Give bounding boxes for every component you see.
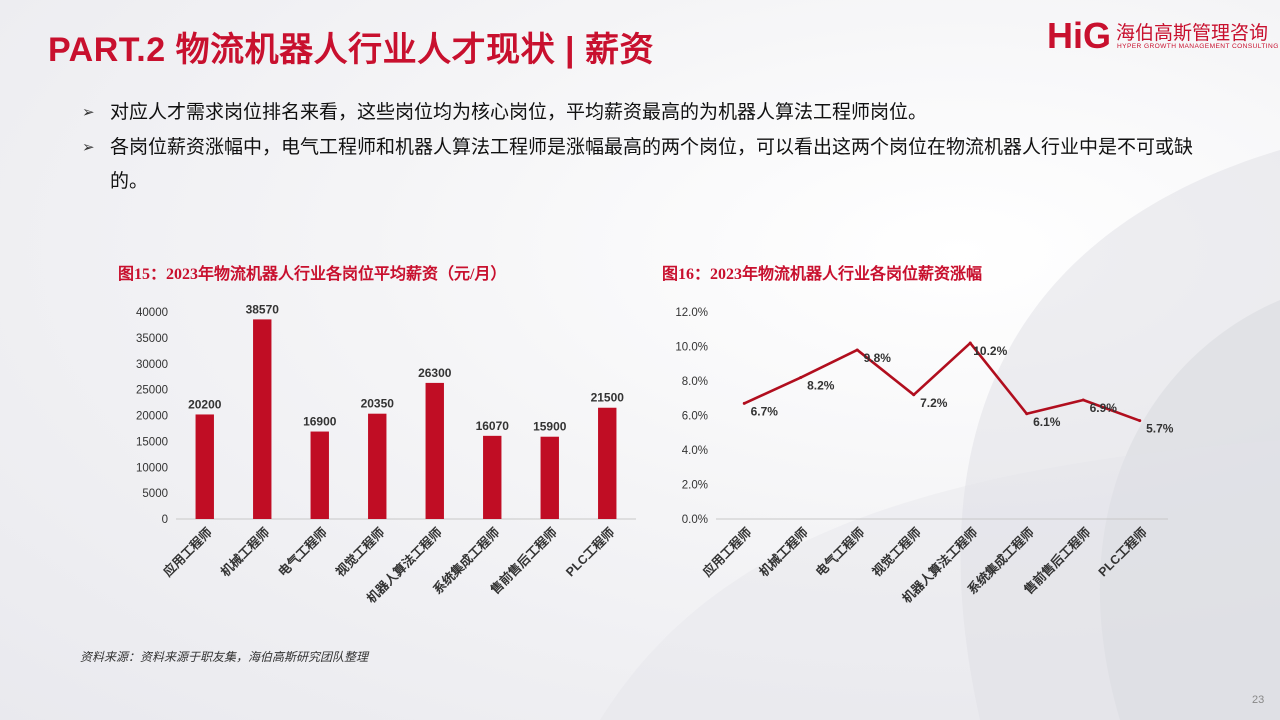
point-value-label: 6.7% [751,404,779,418]
line-chart-title: 图16：2023年物流机器人行业各岗位薪资涨幅 [662,266,983,283]
x-category-label: 机械工程师 [756,524,811,579]
x-category-label: 电气工程师 [813,524,868,579]
page-number: 23 [1252,694,1265,706]
point-value-label: 10.2% [973,344,1007,358]
bar-value-label: 20350 [361,397,395,411]
salary-growth-line-chart: 0.0% 2.0% 4.0% 6.0% 8.0% 10.0% 12.0% 应用工程师 机械工程师… [675,307,1174,606]
svg-text:HiG: HiG [1047,15,1111,56]
arrow-bullet-icon: ➢ [82,104,95,121]
bullet-list: ➢ 对应人才需求岗位排名来看，这些岗位均为核心岗位，平均薪资最高的为机器人算法工… [82,96,1212,200]
y-tick-label: 20000 [136,411,168,423]
point-value-label: 8.2% [807,379,835,393]
y-tick-label: 8.0% [682,376,708,388]
data-point [855,348,859,352]
x-category-label: 视觉工程师 [333,524,388,579]
x-category-label: 电气工程师 [275,524,330,579]
data-point [799,376,803,380]
logo-company-name: 海伯高斯管理咨询 [1116,23,1269,44]
bar [483,435,502,519]
source-note: 资料来源：资料来源于职友集，海伯高斯研究团队整理 [80,650,369,664]
y-tick-label: 12.0% [675,307,708,319]
point-value-label: 6.9% [1090,401,1118,415]
bar-value-label: 16070 [476,419,510,433]
x-category-label: PLC工程师 [563,524,618,579]
page-title: PART.2 物流机器人行业人才现状 | 薪资 [48,31,654,69]
bar [195,414,214,519]
salary-bar-chart: 0 5000 10000 15000 20000 25000 30000 35000 40000… [136,302,636,606]
y-tick-label: 2.0% [682,480,708,492]
bullet-item: ➢ 各岗位薪资涨幅中，电气工程师和机器人算法工程师是涨幅最高的两个岗位，可以看出… [82,131,1212,199]
bar-value-label: 38570 [246,302,280,316]
bar [253,319,272,519]
y-tick-label: 35000 [136,333,168,345]
data-point [968,341,972,345]
y-tick-label: 10000 [136,462,168,474]
bar-value-label: 15900 [533,420,567,434]
y-tick-label: 5000 [142,488,168,500]
point-value-label: 5.7% [1146,422,1174,436]
y-tick-label: 10.0% [675,342,708,354]
logo-company-subtitle: HYPER GROWTH MANAGEMENT CONSULTING [1117,43,1279,50]
bar-value-label: 26300 [418,366,452,380]
hig-logo-icon: HiG [1047,15,1111,56]
bullet-item: ➢ 对应人才需求岗位排名来看，这些岗位均为核心岗位，平均薪资最高的为机器人算法工… [82,96,1212,130]
y-tick-label: 0 [162,514,168,526]
bar [598,407,617,519]
x-category-label: PLC工程师 [1095,524,1150,579]
bar [540,436,559,519]
data-point [742,401,746,405]
bullet-text: 对应人才需求岗位排名来看，这些岗位均为核心岗位，平均薪资最高的为机器人算法工程师… [110,102,928,123]
bar-value-label: 21500 [591,391,625,405]
point-value-label: 6.1% [1033,415,1061,429]
data-point [1081,398,1085,402]
x-category-label: 应用工程师 [160,524,215,579]
data-point [912,393,916,397]
series-line [743,341,1141,422]
bar-value-label: 20200 [188,397,222,411]
y-tick-label: 25000 [136,385,168,397]
company-logo: HiG 海伯高斯管理咨询 HYPER GROWTH MANAGEMENT CON… [1046,12,1278,56]
y-tick-label: 0.0% [682,514,708,526]
y-tick-label: 4.0% [682,445,708,457]
y-tick-label: 15000 [136,436,168,448]
y-tick-label: 6.0% [682,411,708,423]
bar-value-label: 16900 [303,415,337,429]
data-point [1025,412,1029,416]
point-value-label: 7.2% [920,396,948,410]
bar-chart-title: 图15：2023年物流机器人行业各岗位平均薪资（元/月） [118,266,507,283]
bar [310,431,329,519]
bullet-text: 各岗位薪资涨幅中，电气工程师和机器人算法工程师是涨幅最高的两个岗位，可以看出这两… [110,137,1194,192]
bar [368,413,387,519]
point-value-label: 9.8% [864,351,892,365]
x-category-label: 应用工程师 [700,524,755,579]
bar [425,382,444,519]
x-category-label: 视觉工程师 [869,524,924,579]
arrow-bullet-icon: ➢ [82,139,95,156]
x-category-label: 机械工程师 [218,524,273,579]
y-tick-label: 40000 [136,307,168,319]
data-point [1138,419,1142,423]
y-tick-label: 30000 [136,359,168,371]
